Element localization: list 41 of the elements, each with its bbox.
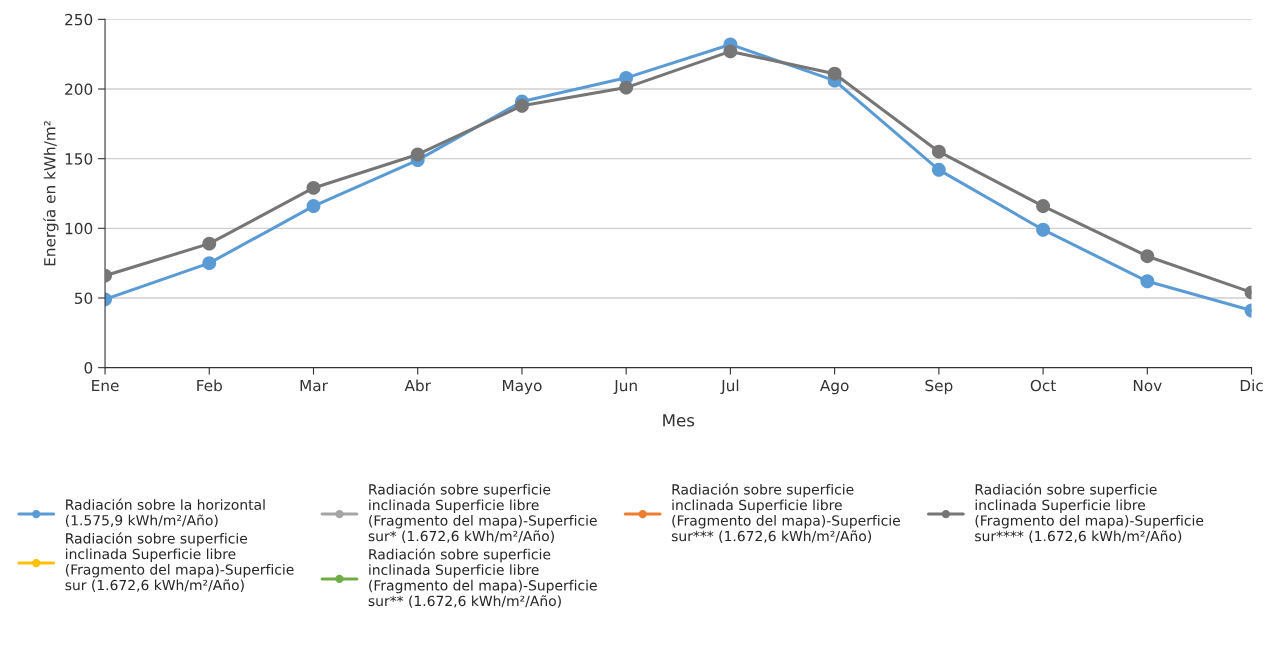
x-tick-label: Abr bbox=[404, 379, 431, 392]
y-tick-label: 100 bbox=[65, 222, 93, 235]
point bbox=[306, 180, 321, 195]
point bbox=[723, 44, 738, 59]
point bbox=[931, 144, 946, 159]
x-tick-label: Dic bbox=[1240, 379, 1263, 392]
point bbox=[1036, 222, 1051, 237]
y-tick-label: 50 bbox=[74, 292, 93, 305]
x-tick-label: Nov bbox=[1133, 379, 1162, 392]
point bbox=[1140, 274, 1155, 289]
point bbox=[202, 236, 217, 251]
point bbox=[1036, 199, 1051, 213]
x-tick-label: Mayo bbox=[502, 379, 542, 395]
point bbox=[619, 80, 634, 95]
y-tick-label: 0 bbox=[84, 362, 93, 374]
x-axis-title: Mes bbox=[663, 414, 695, 427]
y-tick-label: 200 bbox=[65, 83, 93, 96]
x-tick-label: Feb bbox=[197, 379, 222, 392]
y-tick-label: 250 bbox=[65, 13, 93, 26]
point bbox=[1140, 249, 1155, 264]
legend-label: Radiación sobre superficie inclinada Superficie libre (Fragmento del mapa)-Superficie sur* (1.672,6 kWh/m²/Año) bbox=[368, 483, 597, 543]
x-tick-label: Ene bbox=[92, 379, 119, 392]
y-axis-title: Energía en kWh/m² bbox=[43, 121, 59, 266]
point bbox=[515, 98, 529, 113]
x-tick-label: Jun bbox=[613, 379, 637, 395]
legend-label: Radiación sobre superficie inclinada Superficie libre (Fragmento del mapa)-Superficie sur**** (1.672,6 kWh/m²/Año) bbox=[975, 483, 1204, 543]
point bbox=[306, 199, 321, 213]
y-tick-label: 150 bbox=[65, 153, 93, 165]
x-tick-label: Oct bbox=[1030, 379, 1056, 392]
point bbox=[202, 256, 217, 271]
point bbox=[827, 66, 842, 81]
x-tick-label: Mar bbox=[300, 379, 328, 392]
point bbox=[410, 147, 425, 162]
point bbox=[931, 162, 946, 177]
legend-label: Radiación sobre superficie inclinada Superficie libre (Fragmento del mapa)-Superficie sur*** (1.672,6 kWh/m²/Año) bbox=[671, 483, 900, 543]
legend-label: Radiación sobre superficie inclinada Superficie libre (Fragmento del mapa)-Superficie sur** (1.672,6 kWh/m²/Año) bbox=[368, 548, 597, 608]
x-tick-label: Jul bbox=[720, 379, 739, 395]
x-tick-label: Sep bbox=[925, 379, 953, 395]
x-tick-label: Ago bbox=[820, 379, 849, 395]
legend-label: Radiación sobre superficie inclinada Superficie libre (Fragmento del mapa)-Superficie sur (1.672,6 kWh/m²/Año) bbox=[65, 532, 294, 592]
legend-label: Radiación sobre la horizontal (1.575,9 kWh/m²/Año) bbox=[65, 498, 265, 528]
